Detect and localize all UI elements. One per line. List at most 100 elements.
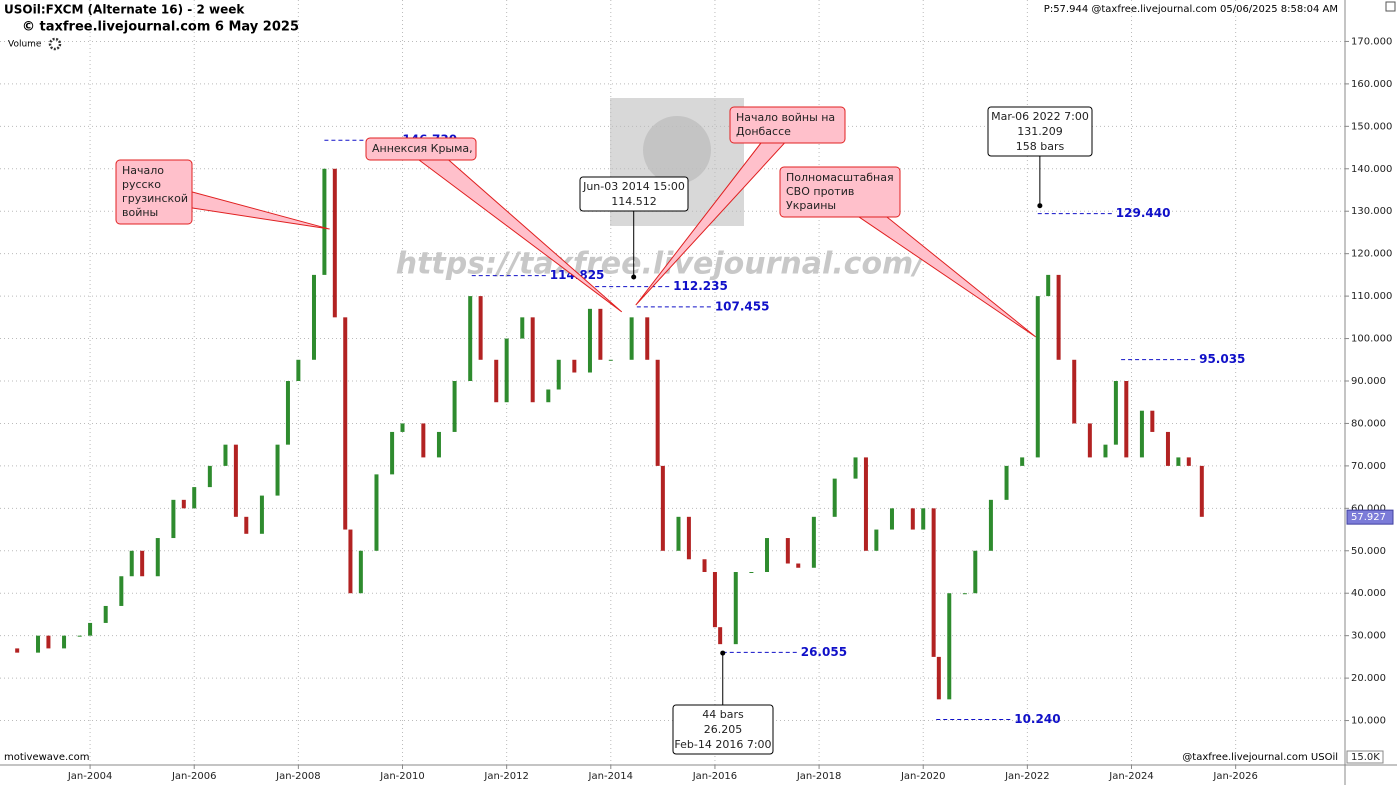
y-tick-label: 170.000 (1351, 36, 1392, 47)
y-tick-label: 100.000 (1351, 334, 1392, 345)
candle (676, 516, 681, 551)
candle (343, 317, 348, 530)
candle (811, 516, 816, 568)
y-tick-label: 50.000 (1351, 546, 1386, 557)
candle (244, 516, 249, 534)
level-label: 10.240 (1014, 712, 1060, 726)
y-tick-label: 20.000 (1351, 673, 1386, 684)
candle (285, 381, 290, 445)
candle (275, 444, 280, 496)
candle (947, 593, 952, 700)
level-label: 107.455 (715, 299, 770, 313)
x-tick-label: Jan-2022 (1004, 771, 1049, 782)
candle (572, 359, 577, 373)
status: P:57.944 @taxfree.livejournal.com 05/06/… (1044, 4, 1338, 15)
candle (155, 538, 160, 577)
y-tick-label: 10.000 (1351, 716, 1386, 727)
info-text: Feb-14 2016 7:00 (674, 738, 771, 751)
candle (733, 572, 738, 645)
x-tick-label: Jan-2026 (1212, 771, 1257, 782)
info-text: Jun-03 2014 15:00 (582, 180, 685, 193)
title: USOil:FXCM (Alternate 16) - 2 week (4, 3, 245, 17)
candle (785, 538, 790, 564)
y-tick-label: 110.000 (1351, 291, 1392, 302)
candle (494, 359, 499, 403)
candle (546, 389, 551, 403)
candle (452, 381, 457, 432)
candle (1103, 444, 1108, 458)
candle (655, 359, 660, 466)
info-point (631, 274, 637, 280)
candle (77, 635, 82, 637)
settings-icon[interactable] (48, 37, 62, 51)
candle (400, 423, 405, 432)
callout-cover (367, 139, 475, 159)
candle (62, 635, 67, 649)
subtitle: © taxfree.livejournal.com 6 May 2025 (22, 20, 299, 35)
candle (702, 559, 707, 572)
info-box (672, 704, 774, 755)
callout-text: Начало (122, 164, 164, 177)
info-text: 44 bars (702, 708, 744, 721)
candle (749, 572, 754, 573)
candle (36, 635, 41, 653)
x-tick-label: Jan-2014 (588, 771, 633, 782)
callout-text: Аннексия Крыма, (372, 142, 473, 155)
candle (1087, 423, 1092, 458)
candle (556, 359, 561, 390)
candle (88, 622, 93, 636)
close-button[interactable] (1385, 1, 1396, 12)
info-text: 114.512 (611, 195, 657, 208)
callout-cover (731, 108, 844, 142)
candle (171, 499, 176, 539)
callout-cover (781, 168, 899, 216)
info-point (720, 650, 726, 656)
candle (436, 431, 441, 458)
candle (192, 487, 197, 509)
candle (374, 474, 379, 551)
candle (1072, 359, 1077, 424)
footer-right: @taxfree.livejournal.com USOil (1182, 752, 1338, 763)
callout-text: СВО против (786, 185, 854, 198)
x-tick-label: Jan-2020 (900, 771, 945, 782)
candle (1020, 457, 1025, 466)
candle (973, 550, 978, 594)
candle (1046, 274, 1051, 297)
candle (1139, 410, 1144, 458)
candle (140, 550, 145, 577)
candle (1004, 465, 1009, 500)
y-tick-label: 60.000 (1351, 503, 1386, 514)
candle (421, 423, 426, 458)
callout-text: Донбассе (736, 125, 791, 138)
candle (1165, 431, 1170, 466)
candle (181, 499, 186, 509)
candle (832, 478, 837, 517)
y-tick-label: 150.000 (1351, 121, 1392, 132)
candle (608, 359, 613, 361)
candle (1124, 381, 1129, 458)
y-tick-label: 160.000 (1351, 79, 1392, 90)
y-tick-label: 30.000 (1351, 631, 1386, 642)
x-tick-label: Jan-2012 (483, 771, 528, 782)
candle (874, 529, 879, 551)
candle (504, 338, 509, 403)
info-box (579, 176, 689, 212)
level-label: 95.035 (1199, 352, 1245, 366)
info-text: 26.205 (704, 723, 743, 736)
footer-left: motivewave.com (4, 752, 90, 763)
candle (223, 444, 228, 466)
candle (348, 529, 353, 594)
candle (1186, 457, 1191, 466)
callout-text: войны (122, 206, 158, 219)
candle (660, 465, 665, 551)
info-text: Mar-06 2022 7:00 (991, 110, 1089, 123)
candle (1035, 296, 1040, 458)
candle (207, 465, 212, 488)
info-text: 131.209 (1017, 125, 1063, 138)
photo-face (643, 116, 711, 184)
candle (15, 648, 20, 653)
y-tick-label: 40.000 (1351, 588, 1386, 599)
candle (103, 605, 108, 623)
candle (259, 495, 264, 534)
